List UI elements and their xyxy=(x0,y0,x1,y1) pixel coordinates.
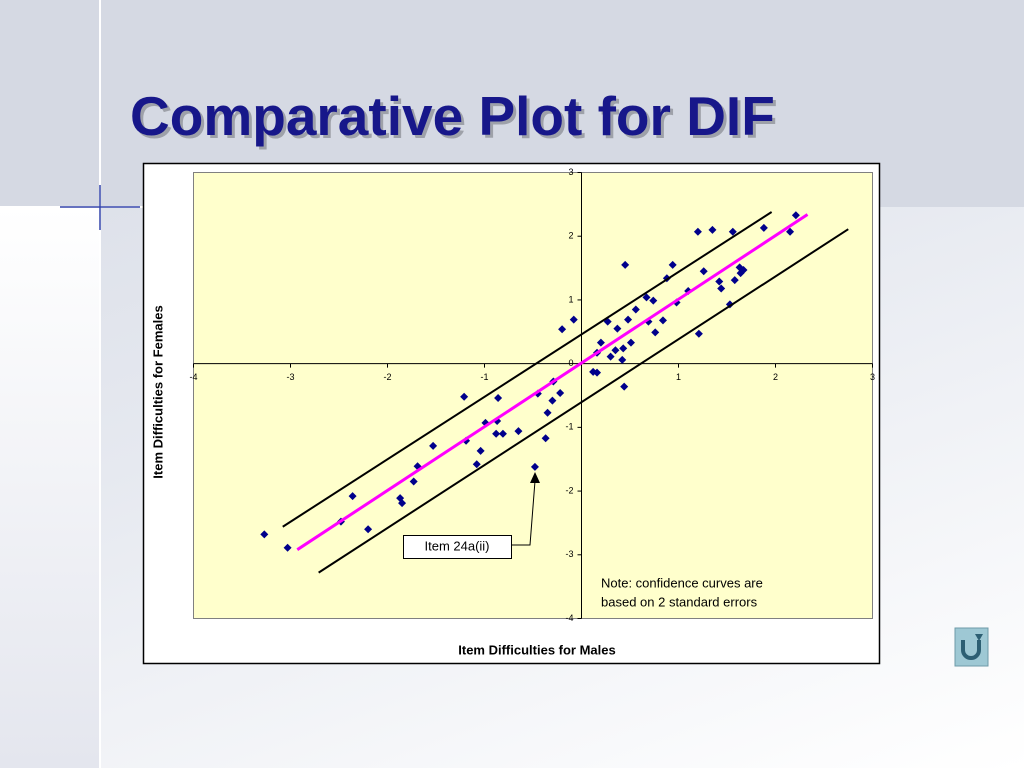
point xyxy=(728,227,737,236)
point xyxy=(694,329,703,338)
x-tick-label: 2 xyxy=(773,372,778,382)
note-line: based on 2 standard errors xyxy=(601,594,758,609)
y-tick-label: -1 xyxy=(565,422,573,432)
y-tick-label: 3 xyxy=(568,167,573,177)
title-shadow: Comparative Plot for DIF xyxy=(133,88,778,150)
x-tick-label: -3 xyxy=(286,372,294,382)
point xyxy=(708,225,717,234)
point xyxy=(409,477,418,486)
point xyxy=(541,434,550,443)
point xyxy=(530,462,539,471)
point xyxy=(460,392,469,401)
point xyxy=(429,441,438,450)
point xyxy=(668,260,677,269)
point xyxy=(556,388,565,397)
point xyxy=(730,276,739,285)
arrow-head xyxy=(530,472,540,483)
point xyxy=(593,368,602,377)
point xyxy=(260,530,269,539)
y-axis-label: Item Difficulties for Females xyxy=(150,305,165,478)
annotation-box xyxy=(403,535,512,559)
point xyxy=(596,338,605,347)
point xyxy=(498,429,507,438)
y-tick-label: 1 xyxy=(568,294,573,304)
return-button[interactable] xyxy=(954,627,989,667)
point xyxy=(624,315,633,324)
point xyxy=(606,352,615,361)
point xyxy=(492,429,501,438)
slide-title: Comparative Plot for DIF xyxy=(130,85,775,147)
left-band xyxy=(0,207,100,768)
button-icon[interactable] xyxy=(961,640,981,660)
x-tick-label: 3 xyxy=(870,372,875,382)
x-tick-label: -2 xyxy=(383,372,391,382)
point xyxy=(717,284,726,293)
x-tick-label: 1 xyxy=(676,372,681,382)
point xyxy=(739,265,748,274)
point xyxy=(631,305,640,314)
point xyxy=(514,427,523,436)
point xyxy=(569,315,578,324)
y-tick-label: -2 xyxy=(565,485,573,495)
y-tick-label: -4 xyxy=(565,613,573,623)
point xyxy=(618,355,627,364)
point xyxy=(759,223,768,232)
point xyxy=(348,492,357,501)
point xyxy=(699,267,708,276)
button-bg[interactable] xyxy=(954,627,989,667)
point xyxy=(693,227,702,236)
annotation-text: Item 24a(ii) xyxy=(424,538,489,553)
point xyxy=(398,499,407,508)
point xyxy=(649,296,658,305)
point xyxy=(364,525,373,534)
line xyxy=(282,211,773,528)
y-tick-label: 0 xyxy=(568,358,573,368)
point xyxy=(472,460,481,469)
point xyxy=(642,293,651,302)
point xyxy=(548,396,557,405)
point xyxy=(283,543,292,552)
point xyxy=(658,316,667,325)
x-axis-label: Item Difficulties for Males xyxy=(458,642,615,657)
point xyxy=(621,260,630,269)
point xyxy=(476,446,485,455)
plot: -4 -3 -2 -1 1 2 3 -4 -3 -2 -1 0 1 2 3 xyxy=(189,167,875,623)
y-tick-label: 2 xyxy=(568,231,573,241)
point xyxy=(543,408,552,417)
y-tick-label: -3 xyxy=(565,549,573,559)
point xyxy=(651,328,660,337)
button-icon-head[interactable] xyxy=(975,634,983,641)
line xyxy=(318,228,849,574)
point xyxy=(494,394,503,403)
point xyxy=(626,338,635,347)
x-tick-label: -4 xyxy=(189,372,197,382)
annotation-arrow xyxy=(512,480,536,546)
point xyxy=(620,382,629,391)
point xyxy=(715,277,724,286)
point xyxy=(619,344,628,353)
point xyxy=(611,346,620,355)
point xyxy=(613,324,622,333)
note-line: Note: confidence curves are xyxy=(601,575,763,590)
point xyxy=(786,227,795,236)
point xyxy=(791,211,800,220)
line xyxy=(296,213,809,551)
point xyxy=(558,325,567,334)
x-tick-label: -1 xyxy=(480,372,488,382)
